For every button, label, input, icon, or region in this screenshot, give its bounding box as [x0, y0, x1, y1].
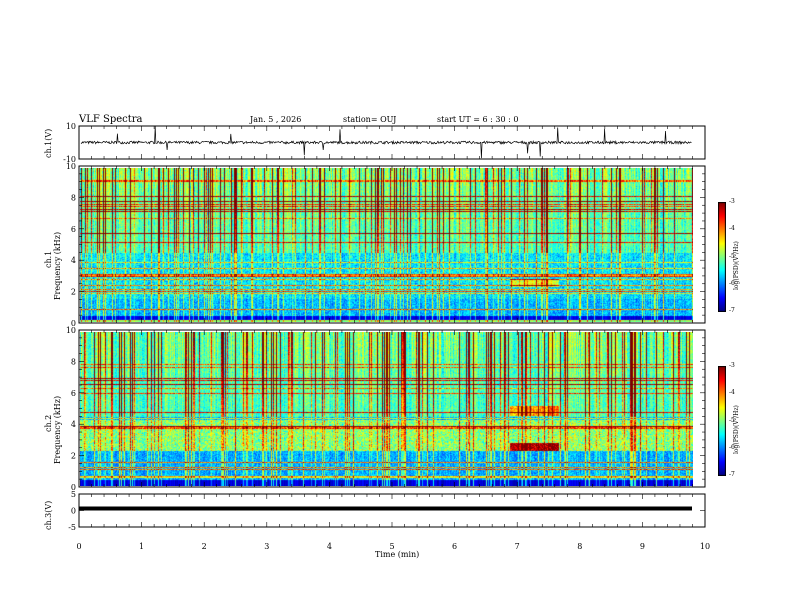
panel-frame-2: [78, 165, 706, 324]
ytick-label-p3-4: 8: [71, 357, 76, 366]
ytick-label-p3-2: 4: [71, 420, 76, 429]
colorbar-tick-0: -3: [729, 198, 735, 205]
x-axis-label: Time (min): [375, 550, 420, 559]
ytick-label-p3-0: 0: [71, 483, 76, 492]
colorbar-tick-4: -7: [729, 307, 735, 314]
colorbar-tick-0: -3: [729, 362, 735, 369]
ytick-label-p3-5: 10: [66, 326, 76, 335]
station-label: station= OUJ: [343, 115, 397, 124]
ytick-label-p2-2: 4: [71, 256, 76, 265]
xtick-label-8: 8: [577, 542, 582, 551]
xtick-label-7: 7: [515, 542, 520, 551]
ch1-colorbar: [718, 202, 726, 312]
ytick-label-p2-5: 10: [66, 162, 76, 171]
xtick-label-1: 1: [139, 542, 144, 551]
ytick-label-p2-1: 2: [71, 288, 76, 297]
xtick-label-2: 2: [202, 542, 207, 551]
start-time-label: start UT = 6 : 30 : 0: [437, 115, 519, 124]
colorbar-tick-2: -5: [729, 252, 735, 260]
ytick-label-p4-1: 0: [71, 507, 76, 516]
colorbar-tick-2: -5: [729, 416, 735, 424]
ytick-label-p1-1: -10: [63, 155, 76, 164]
colorbar-tick-1: -4: [729, 225, 735, 233]
ch1-spectrogram-image: [80, 168, 693, 322]
xtick-label-3: 3: [264, 542, 269, 551]
panel-frame-3: [78, 329, 706, 488]
colorbar-tick-4: -7: [729, 471, 735, 478]
xtick-label-5: 5: [389, 542, 394, 551]
ytick-label-p4-2: -5: [68, 523, 76, 532]
xtick-label-10: 10: [700, 542, 710, 551]
xtick-label-9: 9: [640, 542, 645, 551]
ch2-colorbar: [718, 366, 726, 476]
colorbar-tick-1: -4: [729, 389, 735, 397]
ytick-label-p2-4: 8: [71, 193, 76, 202]
ch2-colorbar-label: log(PSD)(V²/Hz): [733, 405, 740, 454]
date-label: Jan. 5 , 2026: [250, 115, 302, 124]
ytick-label-p1-0: 10: [66, 122, 76, 131]
colorbar-tick-3: -6: [729, 443, 735, 451]
ytick-label-p3-3: 6: [71, 389, 76, 398]
ch1-colorbar-label: log(PSD)(V²/Hz): [733, 241, 740, 290]
colorbar-tick-3: -6: [729, 279, 735, 287]
ytick-label-p2-0: 0: [71, 319, 76, 328]
ytick-label-p2-3: 6: [71, 225, 76, 234]
ytick-label-p4-0: 5: [71, 490, 76, 499]
xtick-label-0: 0: [76, 542, 81, 551]
ch2-spectrogram-image: [80, 332, 693, 486]
ytick-label-p3-1: 2: [71, 452, 76, 461]
xtick-label-6: 6: [452, 542, 457, 551]
ch1-waveform-trace: [80, 126, 692, 159]
figure-title: VLF Spectra: [79, 114, 143, 125]
xtick-label-4: 4: [327, 542, 332, 551]
